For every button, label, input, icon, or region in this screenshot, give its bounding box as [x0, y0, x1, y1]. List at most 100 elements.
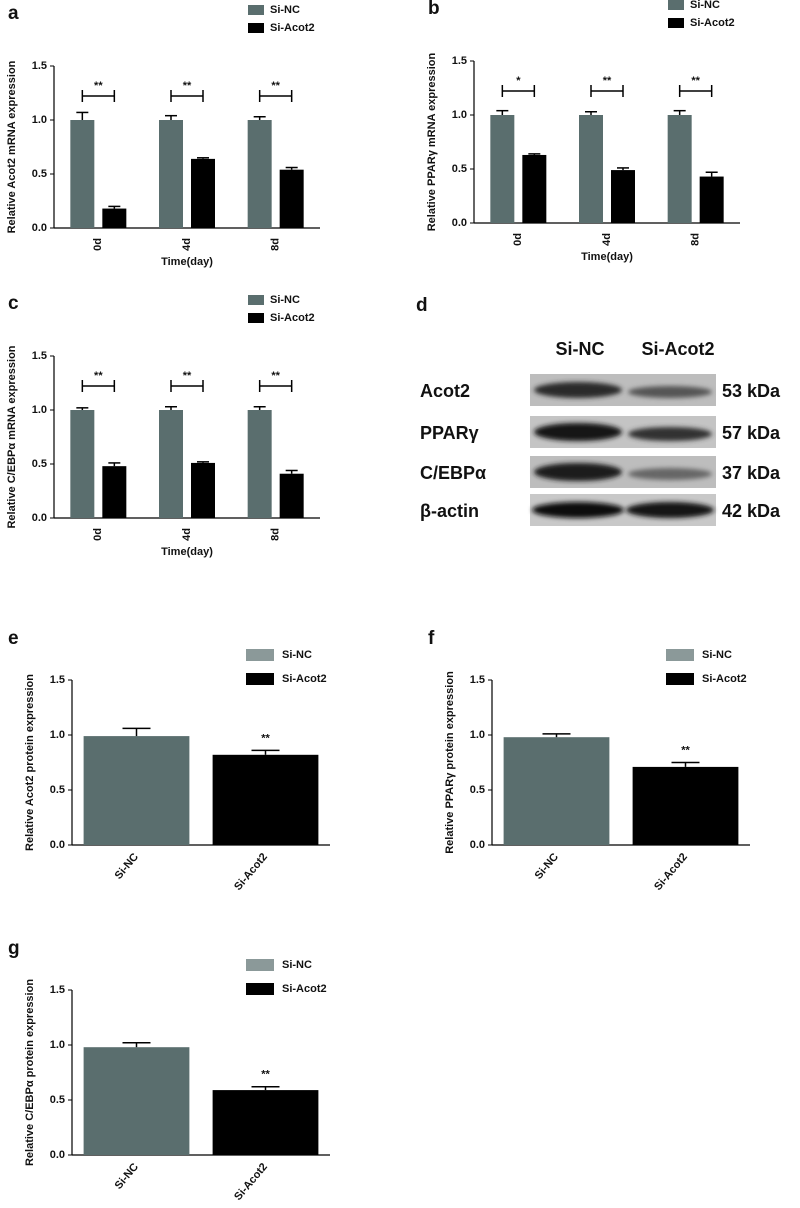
panel-label: f	[428, 628, 435, 649]
y-axis-label: Relative C/EBPα mRNA expression	[6, 345, 18, 528]
x-tick-label: Si-Acot2	[652, 851, 690, 893]
y-tick-label: 1.5	[32, 60, 47, 72]
x-axis-label: Time(day)	[161, 546, 213, 558]
band	[534, 382, 622, 398]
y-tick-label: 1.5	[452, 55, 467, 67]
x-tick-label: Si-NC	[113, 851, 141, 882]
y-tick-label: 1.0	[32, 404, 47, 416]
y-tick-label: 0.0	[470, 839, 485, 851]
error-bar	[671, 761, 700, 767]
bar	[191, 158, 215, 228]
y-tick-label: 1.0	[32, 114, 47, 126]
y-tick-label: 0.0	[452, 217, 467, 229]
error-bar	[108, 205, 121, 209]
significance: **	[94, 370, 103, 382]
error-bar	[496, 109, 509, 115]
size-label: 37 kDa	[722, 463, 781, 483]
bar	[699, 176, 724, 223]
error-bar	[122, 1042, 151, 1048]
significance: **	[271, 370, 280, 382]
band	[628, 427, 712, 441]
protein-label: PPARγ	[420, 423, 479, 443]
bar	[83, 1047, 190, 1155]
x-tick-label: 0d	[92, 238, 104, 251]
legend-label: Si-Acot2	[270, 312, 315, 324]
size-label: 42 kDa	[722, 501, 781, 521]
y-tick-label: 0.5	[32, 168, 47, 180]
y-tick-label: 1.0	[50, 729, 65, 741]
blot-panel: d Si-NC Si-Acot2 Acot2 PPARγ C/EBPα β-ac…	[416, 295, 781, 526]
band	[626, 502, 714, 518]
y-axis-label: Relative PPARγ protein expression	[444, 671, 456, 854]
legend-label: Si-Acot2	[282, 983, 327, 995]
y-tick-label: 0.5	[470, 784, 485, 796]
error-bar	[542, 733, 571, 738]
bands	[532, 382, 714, 518]
legend-swatch	[668, 0, 684, 10]
y-tick-label: 0.0	[50, 839, 65, 851]
error-bar	[253, 116, 266, 120]
protein-label: Acot2	[420, 381, 470, 401]
error-bar	[253, 406, 266, 410]
lane-label: Si-NC	[556, 339, 605, 359]
x-tick-label: 8d	[270, 238, 282, 251]
x-tick-label: 8d	[690, 233, 702, 246]
y-tick-label: 0.5	[452, 163, 467, 175]
band	[532, 502, 624, 518]
y-axis-label: Relative Acot2 mRNA expression	[6, 60, 18, 233]
significance: **	[261, 732, 270, 744]
legend-label: Si-NC	[282, 649, 312, 661]
error-bar	[617, 167, 629, 171]
x-tick-label: 0d	[92, 528, 104, 541]
y-tick-label: 1.0	[470, 729, 485, 741]
error-bar	[251, 1086, 280, 1091]
y-tick-label: 1.5	[470, 674, 485, 686]
error-bar	[76, 407, 89, 410]
x-tick-label: 4d	[181, 238, 193, 251]
significance: **	[183, 80, 192, 92]
legend-label: Si-NC	[282, 959, 312, 971]
y-tick-label: 1.5	[50, 674, 65, 686]
legend-swatch	[248, 295, 264, 305]
bar	[279, 169, 304, 228]
x-axis-label: Time(day)	[161, 256, 213, 268]
panel-label: d	[416, 295, 428, 316]
y-tick-label: 0.5	[32, 458, 47, 470]
significance: **	[681, 744, 690, 756]
x-tick-label: 4d	[601, 233, 613, 246]
panel-label: b	[428, 0, 440, 19]
protein-label: C/EBPα	[420, 463, 486, 483]
y-tick-label: 0.0	[32, 512, 47, 524]
size-label: 57 kDa	[722, 423, 781, 443]
legend-swatch	[668, 18, 684, 28]
y-tick-label: 0.5	[50, 1094, 65, 1106]
y-tick-label: 0.0	[50, 1149, 65, 1161]
y-axis-label: Relative C/EBPα protein expression	[24, 979, 36, 1166]
y-axis-label: Relative PPARγ mRNA expression	[426, 52, 438, 231]
bar	[579, 115, 603, 223]
bar	[159, 120, 183, 228]
significance: **	[94, 80, 103, 92]
bar	[102, 208, 127, 228]
panel-label: a	[8, 3, 19, 24]
bar	[212, 1090, 319, 1155]
bar	[667, 115, 692, 223]
significance: **	[603, 75, 612, 87]
panel-label: c	[8, 293, 19, 314]
y-tick-label: 1.0	[50, 1039, 65, 1051]
significance: *	[516, 75, 521, 87]
legend-swatch	[246, 959, 274, 971]
legend-swatch	[248, 23, 264, 33]
x-tick-label: 8d	[270, 528, 282, 541]
y-tick-label: 1.5	[32, 350, 47, 362]
bar	[503, 737, 610, 845]
legend-label: Si-Acot2	[282, 673, 327, 685]
legend-swatch	[248, 313, 264, 323]
lane-label: Si-Acot2	[641, 339, 714, 359]
bar	[70, 410, 95, 518]
significance: **	[691, 75, 700, 87]
bar	[212, 754, 319, 845]
bar	[611, 170, 635, 223]
